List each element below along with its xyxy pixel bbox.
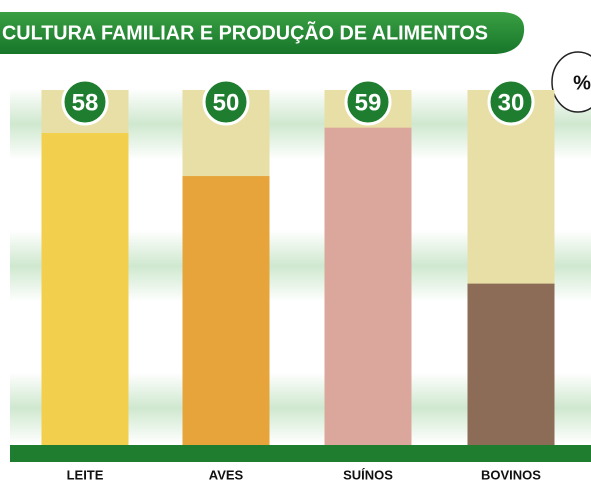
unit-label: % bbox=[573, 72, 591, 94]
chart-title: CULTURA FAMILIAR E PRODUÇÃO DE ALIMENTOS bbox=[2, 21, 488, 44]
value-label: 59 bbox=[355, 89, 382, 116]
value-label: 50 bbox=[213, 89, 240, 116]
page: CULTURA FAMILIAR E PRODUÇÃO DE ALIMENTOS… bbox=[0, 0, 591, 484]
x-tick-label: LEITE bbox=[67, 467, 104, 482]
value-label: 30 bbox=[498, 89, 525, 116]
value-label: 58 bbox=[72, 89, 99, 116]
chart: CULTURA FAMILIAR E PRODUÇÃO DE ALIMENTOS… bbox=[0, 0, 591, 484]
x-tick-label: AVES bbox=[209, 467, 244, 482]
bar bbox=[183, 176, 270, 445]
bar bbox=[42, 133, 129, 445]
bar bbox=[325, 128, 412, 445]
bar bbox=[468, 284, 555, 445]
x-tick-label: SUÍNOS bbox=[343, 467, 393, 482]
x-tick-label: BOVINOS bbox=[481, 467, 541, 482]
